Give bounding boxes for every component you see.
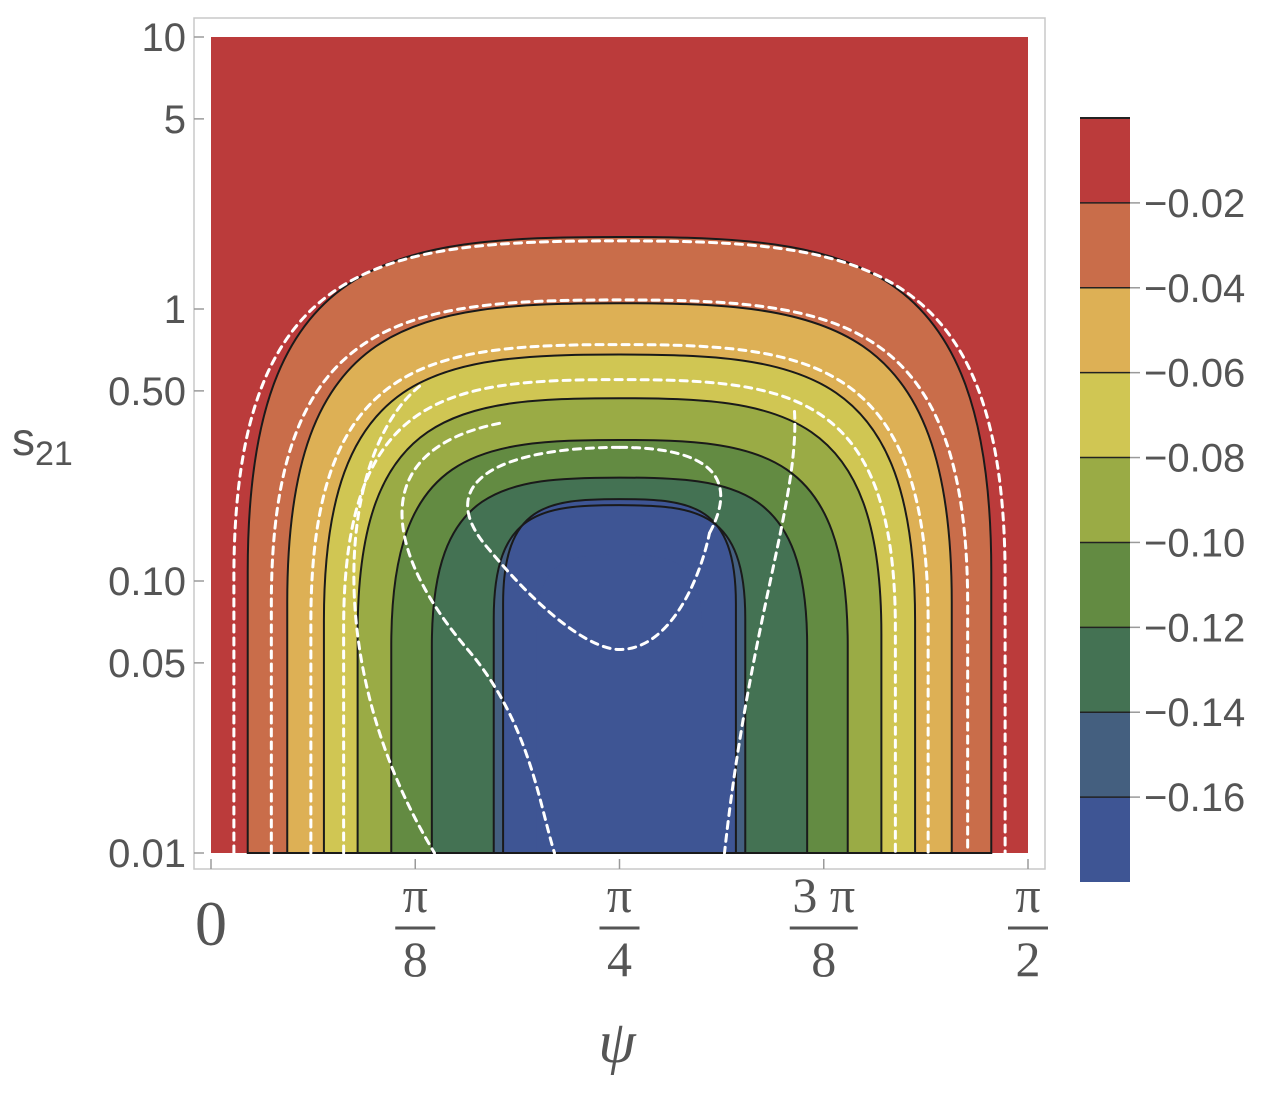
y-axis-label-subscript: 21 (35, 435, 73, 473)
colorbar-band (1080, 118, 1130, 203)
x-tick-denominator: 4 (607, 931, 632, 987)
x-tick-numerator: π (607, 867, 632, 923)
colorbar-tick-label: −0.16 (1144, 776, 1245, 820)
colorbar-tick-label: −0.04 (1144, 267, 1245, 311)
x-tick-denominator: 8 (811, 931, 836, 987)
y-tick-label: 0.50 (108, 370, 186, 414)
colorbar-band (1080, 287, 1130, 373)
colorbar-tick-label: −0.10 (1144, 521, 1245, 565)
colorbar-band (1080, 627, 1130, 713)
dashed-curves (232, 239, 1007, 855)
colorbar-tick-label: −0.14 (1144, 691, 1245, 735)
colorbar: −0.02 −0.04 −0.06 −0.08 −0.10 −0.12 −0.14 −0.16 (1080, 117, 1245, 882)
y-tick-label: 0.05 (108, 642, 186, 686)
contour-line-8 (502, 498, 737, 854)
contour-line-5 (390, 438, 849, 854)
x-axis-label: ψ (598, 1009, 637, 1075)
contour-line-2 (286, 302, 953, 854)
y-tick-label: 0.01 (108, 832, 186, 876)
colorbar-band (1080, 372, 1130, 458)
dashed-curve-loop (466, 445, 711, 651)
dashed-curve-4 (342, 378, 897, 855)
colorbar-tick-label: −0.08 (1144, 437, 1245, 481)
y-tick-label: 1 (164, 288, 186, 332)
contour-line-1 (246, 235, 993, 854)
dashed-curve-loop-right (618, 445, 723, 535)
contour-line-7 (492, 504, 747, 854)
dashed-curve-r (723, 409, 797, 855)
dashed-curve-3 (309, 343, 930, 855)
x-tick-numerator: π (403, 867, 428, 923)
x-tick-denominator: 2 (1016, 931, 1041, 987)
y-axis-label: s21 (12, 413, 73, 473)
colorbar-tick-label: −0.12 (1144, 606, 1245, 650)
colorbar-band (1080, 202, 1130, 288)
x-tick-numerator: π (1015, 867, 1040, 923)
y-tick-label: 0.10 (108, 560, 186, 604)
contour-line-6 (430, 476, 809, 854)
colorbar-tick-label: −0.06 (1144, 352, 1245, 396)
x-tick-numerator: 3 π (792, 867, 855, 923)
contour-line-3 (322, 353, 917, 854)
dashed-curve-2 (269, 298, 970, 855)
dashed-curve-1 (232, 239, 1007, 855)
x-tick-label: 0 (195, 888, 227, 959)
y-axis-label-base: s (12, 413, 35, 465)
contour-line-4 (356, 397, 883, 854)
colorbar-band (1080, 542, 1130, 628)
colorbar-tick-label: −0.02 (1144, 182, 1245, 226)
y-axis: 10 5 1 0.50 0.10 0.05 0.01 (108, 16, 204, 876)
y-tick-label: 5 (164, 98, 186, 142)
plot-area (211, 37, 1028, 854)
dashed-curve-s (400, 421, 556, 855)
x-axis: 0 π 8 π 4 3 π 8 π 2 (195, 859, 1048, 987)
dashed-curve-s2 (352, 384, 436, 855)
colorbar-band (1080, 712, 1130, 798)
contour-band-9 (536, 554, 703, 853)
colorbar-band (1080, 457, 1130, 543)
contour-lines (246, 235, 993, 854)
x-tick-denominator: 8 (403, 931, 428, 987)
y-tick-label: 10 (142, 16, 187, 60)
colorbar-band (1080, 797, 1130, 882)
